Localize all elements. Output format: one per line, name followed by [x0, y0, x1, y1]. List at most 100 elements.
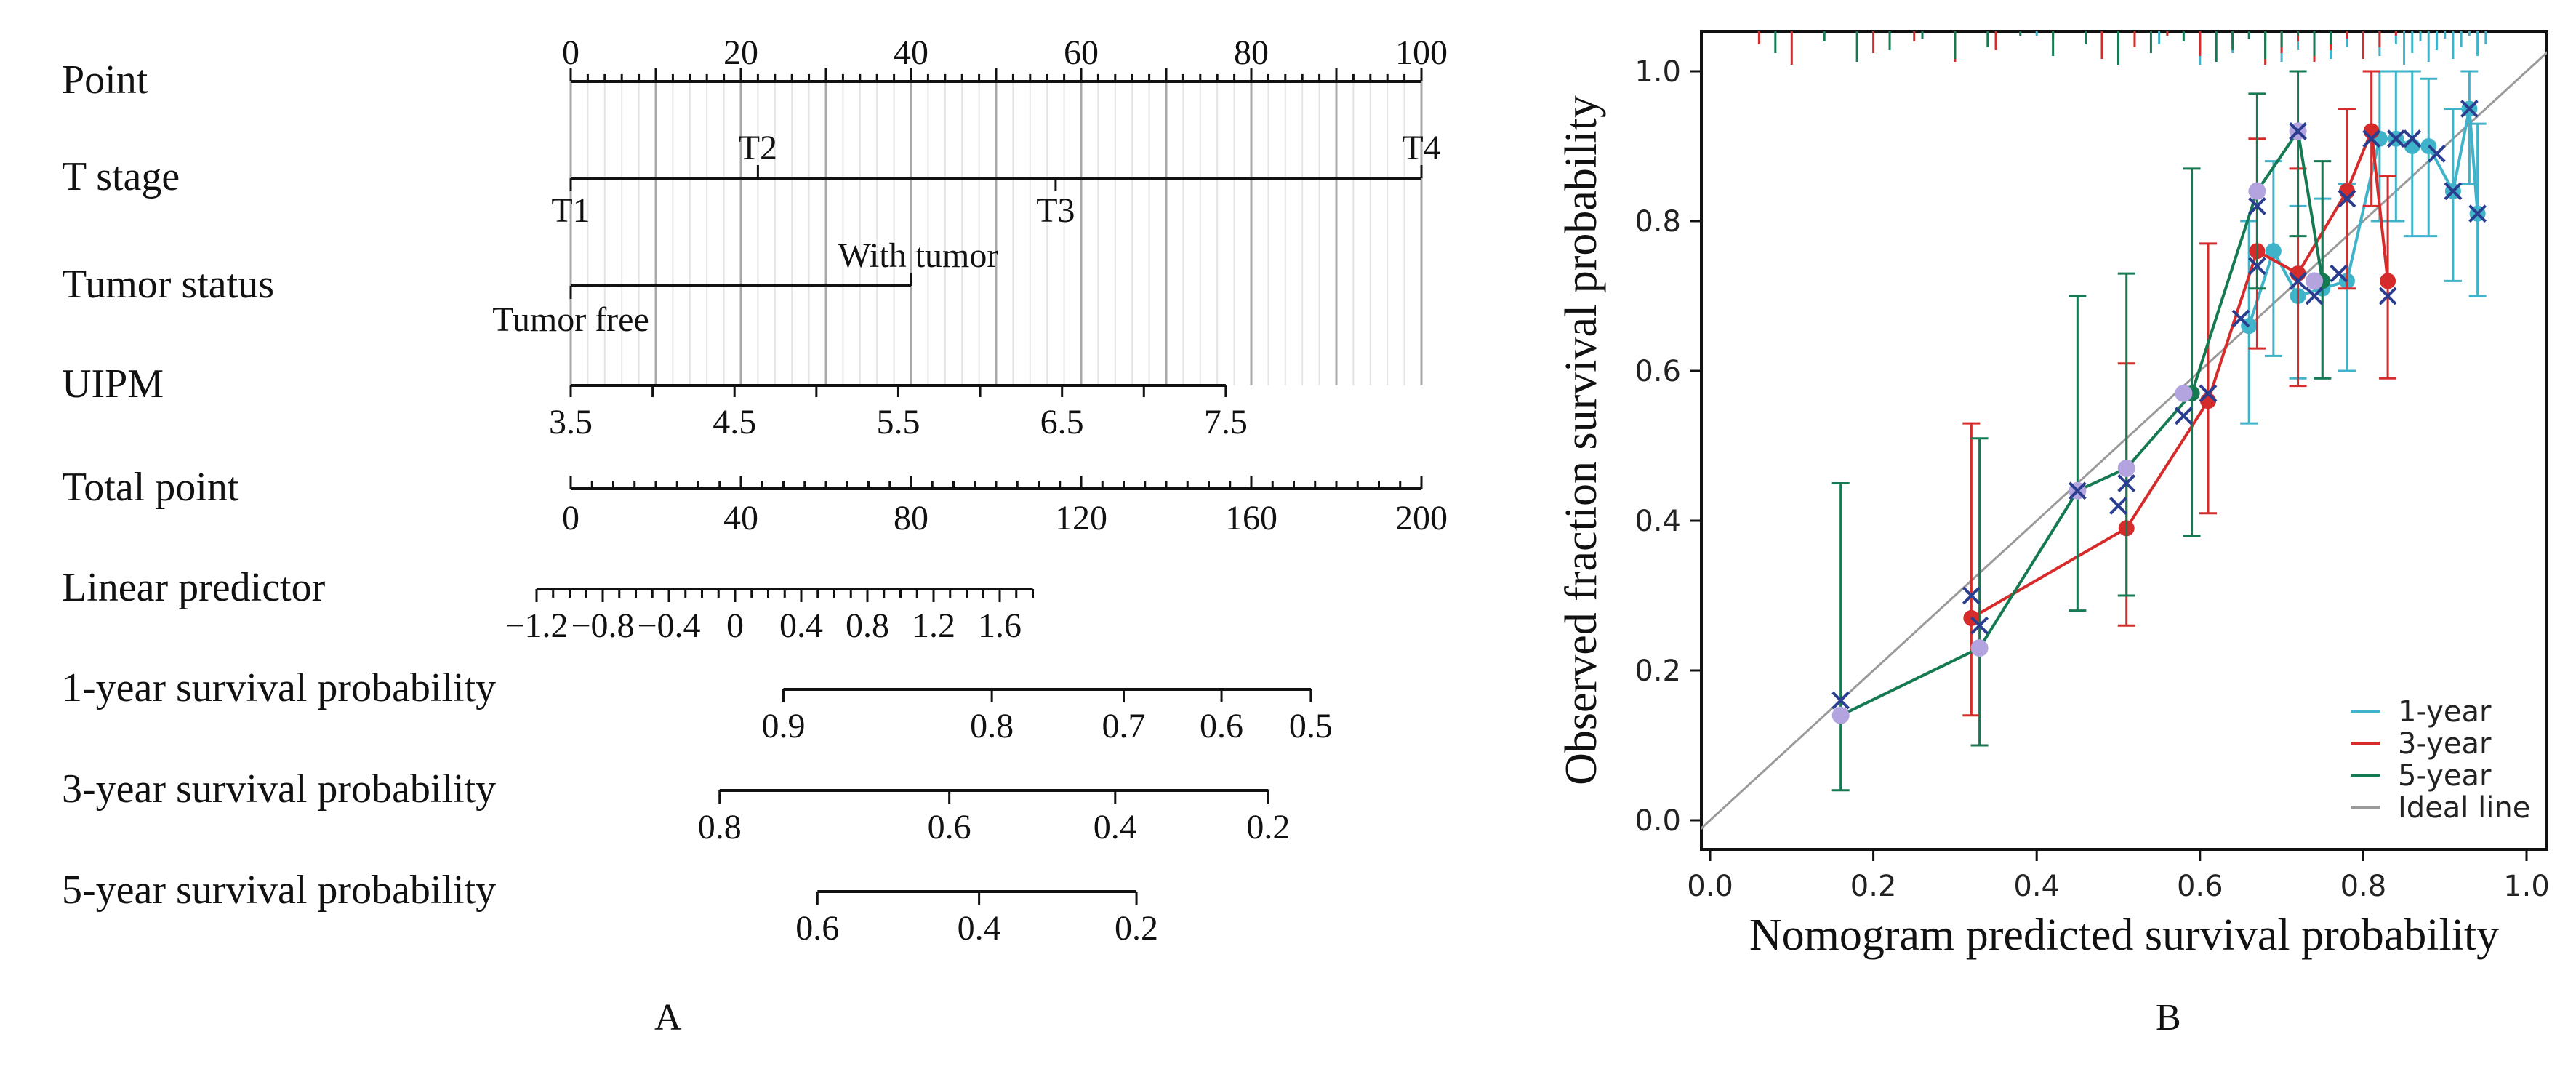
- marker-cross-stroke: [2289, 271, 2307, 290]
- row-label: T stage: [62, 154, 180, 199]
- point-tick-label: 20: [723, 33, 758, 72]
- survival-tick-label: 0.8: [698, 808, 742, 846]
- total-point-tick-label: 120: [1055, 499, 1107, 537]
- marker-cross-stroke: [2289, 121, 2307, 140]
- series-line: [2247, 108, 2479, 327]
- marker-dot: [2175, 384, 2193, 402]
- survival-tick-label: 0.9: [762, 707, 806, 745]
- survival-tick-label: 0.8: [970, 707, 1014, 745]
- series-point: [2265, 243, 2282, 260]
- marker-cross-stroke: [1962, 586, 1981, 605]
- legend-label: 1-year: [2398, 695, 2492, 729]
- marker-cross: [2068, 481, 2087, 500]
- series-line: [1839, 127, 2324, 717]
- marker-cross: [2199, 384, 2218, 403]
- marker-cross-stroke: [2338, 189, 2356, 208]
- marker-cross: [2444, 182, 2463, 201]
- marker-dot: [2117, 459, 2135, 477]
- marker-cross: [2247, 196, 2266, 215]
- linear-predictor-tick-label: −1.2: [505, 606, 568, 645]
- t-stage-label: T2: [739, 129, 777, 167]
- marker-cross: [2460, 100, 2479, 118]
- y-tick-label: 0.2: [1634, 654, 1681, 688]
- y-tick-label: 1.0: [1634, 55, 1681, 89]
- marker-cross: [2174, 407, 2193, 425]
- survival-tick-label: 0.7: [1102, 707, 1146, 745]
- total-point-tick-label: 40: [723, 499, 758, 537]
- marker-cross-stroke: [2117, 474, 2136, 492]
- marker-cross-stroke: [2460, 100, 2479, 118]
- marker-cross-stroke: [2378, 287, 2397, 305]
- y-tick-label: 0.4: [1634, 505, 1681, 538]
- x-tick-label: 0.6: [2177, 870, 2223, 903]
- marker-cross-stroke: [2428, 144, 2446, 163]
- t-stage-label: T3: [1036, 191, 1075, 230]
- marker-cross-stroke: [2231, 309, 2250, 328]
- legend-label: 3-year: [2398, 727, 2492, 761]
- y-tick-label: 0.8: [1634, 205, 1681, 239]
- nomogram-chart: Point T stage Tumor status UIPM Total point L…: [62, 33, 1448, 948]
- marker-cross: [2338, 189, 2356, 208]
- marker-cross: [2330, 264, 2348, 283]
- uipm-tick-label: 6.5: [1040, 403, 1084, 441]
- row-label: Total point: [62, 465, 239, 510]
- survival-tick-label: 0.4: [958, 909, 1001, 948]
- survival-tick-label: 0.6: [928, 808, 971, 846]
- y-tick-label: 0.6: [1634, 355, 1681, 388]
- row-label: 5-year survival probability: [62, 868, 496, 913]
- x-tick-label: 0.4: [2013, 870, 2060, 903]
- total-point-tick-label: 200: [1395, 499, 1448, 537]
- marker-cross-stroke: [2199, 384, 2218, 403]
- survival-tick-label: 0.2: [1246, 808, 1290, 846]
- plot-frame: [1700, 30, 2548, 851]
- row-label: 3-year survival probability: [62, 766, 496, 812]
- survival-tick-label: 0.4: [1094, 808, 1137, 846]
- row-label: UIPM: [62, 361, 164, 407]
- uipm-tick-label: 3.5: [549, 403, 593, 441]
- marker-cross-stroke: [2247, 257, 2266, 276]
- marker-cross-stroke: [2468, 204, 2487, 223]
- x-tick-label: 0.0: [1687, 870, 1733, 903]
- marker-cross-stroke: [2109, 496, 2127, 515]
- panel-label-b: B: [2156, 997, 2181, 1038]
- marker-cross: [1970, 616, 1989, 635]
- marker-cross: [2428, 144, 2446, 163]
- row-label: 1-year survival probability: [62, 665, 496, 710]
- point-tick-label: 100: [1395, 33, 1448, 72]
- marker-cross: [2305, 287, 2324, 305]
- marker-cross: [2289, 271, 2307, 290]
- marker-dot: [1970, 639, 1989, 657]
- marker-cross-stroke: [2174, 407, 2193, 425]
- marker-cross-stroke: [2386, 129, 2405, 148]
- row-label: Tumor status: [62, 262, 274, 307]
- uipm-tick-label: 4.5: [713, 403, 756, 441]
- marker-cross: [1962, 586, 1981, 605]
- uipm-tick-label: 7.5: [1204, 403, 1248, 441]
- y-axis-label: Observed fraction survival probability: [1557, 95, 1606, 785]
- x-tick-label: 0.8: [2340, 870, 2387, 903]
- marker-dot: [1831, 706, 1850, 724]
- legend-label: 5-year: [2398, 759, 2492, 793]
- series-line: [1970, 130, 2390, 620]
- y-tick-label: 0.0: [1634, 804, 1681, 838]
- row-label: Linear predictor: [62, 565, 326, 610]
- panel-label-a: A: [654, 997, 682, 1038]
- marker-cross-stroke: [2444, 182, 2463, 201]
- marker-cross: [2289, 121, 2307, 140]
- marker-cross-stroke: [2403, 129, 2422, 148]
- marker-cross-stroke: [2247, 196, 2266, 215]
- tumor-status-label: With tumor: [838, 236, 999, 275]
- linear-predictor-tick-label: 0.8: [846, 606, 889, 645]
- plot-area: [1701, 31, 2547, 830]
- marker-cross: [1831, 691, 1850, 710]
- marker-cross: [2378, 287, 2397, 305]
- series-point: [2380, 273, 2396, 289]
- point-tick-label: 80: [1234, 33, 1269, 72]
- survival-tick-label: 0.2: [1115, 909, 1158, 948]
- total-point-tick-label: 160: [1225, 499, 1277, 537]
- marker-cross: [2403, 129, 2422, 148]
- calibration-chart: 0.0 0.2 0.4 0.6 0.8 1.00.00.20.40.60.81.0Nomo…: [1557, 30, 2550, 960]
- x-tick-label: 0.2: [1850, 870, 1897, 903]
- tumor-status-label: Tumor free: [492, 300, 649, 339]
- total-point-tick-label: 0: [562, 499, 579, 537]
